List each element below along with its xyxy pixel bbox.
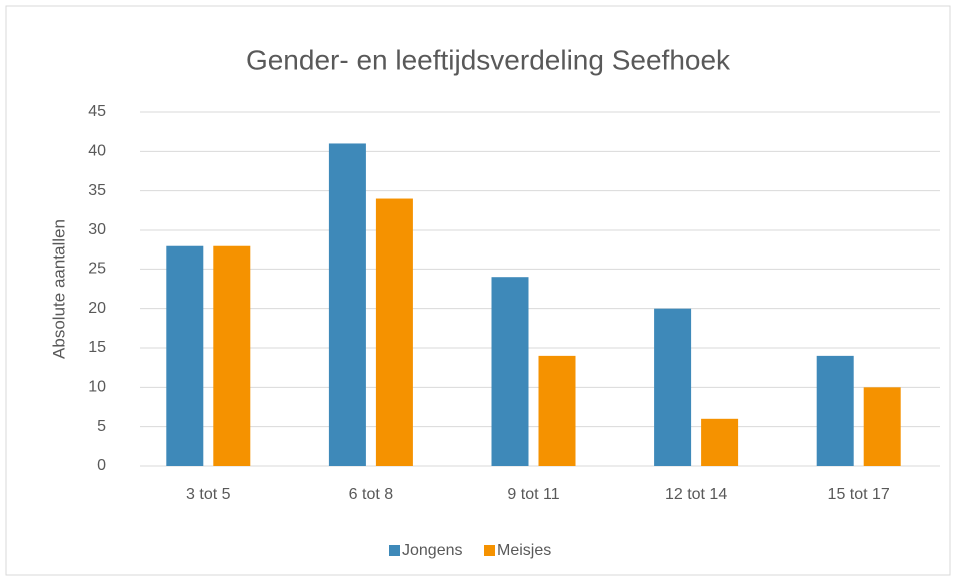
x-tick-label: 3 tot 5 xyxy=(186,486,231,503)
y-tick-label: 45 xyxy=(88,103,106,120)
bar xyxy=(701,418,739,466)
bar xyxy=(538,355,576,466)
y-tick-label: 10 xyxy=(88,379,106,396)
bar xyxy=(863,387,901,466)
y-tick-label: 20 xyxy=(88,300,106,317)
x-tick-label: 9 tot 11 xyxy=(507,486,559,503)
y-tick-label: 15 xyxy=(88,339,106,356)
y-tick-label: 0 xyxy=(97,457,106,474)
x-tick-label: 6 tot 8 xyxy=(349,486,394,503)
x-tick-label: 12 tot 14 xyxy=(665,486,727,503)
y-axis-label: Absolute aantallen xyxy=(49,219,68,359)
legend-label: Meisjes xyxy=(497,542,551,559)
legend-swatch xyxy=(389,545,400,556)
bar xyxy=(816,355,854,466)
bar xyxy=(328,143,366,466)
bar xyxy=(213,245,251,466)
y-tick-label: 30 xyxy=(88,221,106,238)
chart-title: Gender- en leeftijdsverdeling Seefhoek xyxy=(246,44,731,75)
bar xyxy=(166,245,204,466)
x-tick-label: 15 tot 17 xyxy=(828,486,890,503)
bar xyxy=(375,198,413,467)
y-tick-label: 5 xyxy=(97,418,106,435)
y-tick-label: 35 xyxy=(88,182,106,199)
legend-swatch xyxy=(484,545,495,556)
chart-border xyxy=(5,5,951,576)
y-tick-label: 40 xyxy=(88,143,106,160)
legend-label: Jongens xyxy=(402,542,463,559)
bar xyxy=(491,277,529,466)
y-tick-label: 25 xyxy=(88,261,106,278)
bar xyxy=(654,308,692,466)
